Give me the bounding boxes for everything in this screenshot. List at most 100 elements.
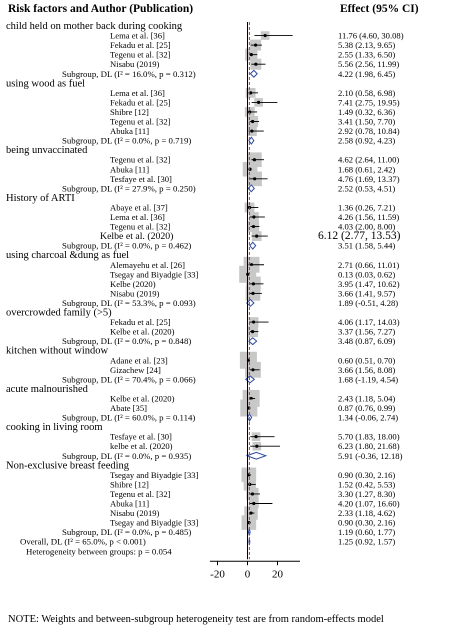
study-label: Lema et al. [36]	[110, 88, 165, 98]
study-label: Gizachew [24]	[110, 365, 161, 375]
point-estimate	[251, 368, 255, 372]
effect-value: 5.38 (2.13, 9.65)	[338, 40, 395, 50]
effect-value: 3.37 (1.56, 7.27)	[338, 327, 395, 337]
effect-value: 3.30 (1.27, 8.30)	[338, 489, 395, 499]
study-label: Fekadu et al. [25]	[110, 97, 171, 107]
point-estimate	[250, 492, 255, 496]
point-estimate	[251, 119, 255, 124]
effect-value: 4.62 (2.64, 11.00)	[338, 155, 399, 165]
effect-value: 7.41 (2.75, 19.95)	[338, 97, 400, 107]
effect-value: 4.06 (1.17, 14.03)	[338, 317, 400, 327]
effect-value: 5.70 (1.83, 18.00)	[338, 432, 400, 442]
study-label: Abaye et al. [37]	[110, 202, 168, 212]
study-label: Tegenu et al. [32]	[110, 222, 171, 232]
subgroup-label: Subgroup, DL (I² = 16.0%, p = 0.312)	[62, 69, 196, 79]
subgroup-label: Subgroup, DL (I² = 0.0%, p = 0.935)	[62, 451, 191, 461]
study-label: Abuka [11]	[110, 164, 149, 174]
pooled-diamond	[249, 241, 257, 250]
study-label: Adane et al. [23]	[110, 355, 168, 365]
subgroup-label: Subgroup, DL (I² = 0.0%, p = 0.719)	[62, 136, 191, 146]
effect-value: 1.52 (0.42, 5.53)	[338, 479, 395, 489]
effect-value: 4.76 (1.69, 13.37)	[338, 174, 400, 184]
study-label: Tesfaye et al. [30]	[110, 432, 172, 442]
effect-value: 2.71 (0.66, 11.01)	[338, 260, 399, 270]
point-estimate	[255, 444, 259, 448]
pooled-value: 2.58 (0.92, 4.23)	[338, 136, 395, 146]
group-label: History of ARTI	[6, 193, 75, 204]
pooled-diamond	[245, 451, 268, 460]
x-axis: -20 0 20	[210, 22, 300, 580]
point-estimate	[250, 330, 255, 334]
study-label: Abuka [11]	[110, 499, 149, 509]
subgroup-label: Subgroup, DL (I² = 0.0%, p = 0.462)	[62, 241, 191, 251]
point-estimate	[263, 33, 267, 38]
effect-value: 1.36 (0.26, 7.21)	[338, 202, 395, 212]
effect-value: 6.12 (2.77, 13.53)	[318, 230, 401, 242]
study-label: Tesfaye et al. [30]	[110, 174, 172, 184]
subgroup-label: Subgroup, DL (I² = 70.4%, p = 0.066)	[62, 374, 196, 384]
pooled-value: 1.19 (0.60, 1.77)	[338, 527, 395, 537]
pooled-value: 4.22 (1.98, 6.45)	[338, 69, 395, 79]
study-label: Alemayehu et al. [26]	[110, 260, 185, 270]
effect-value: 2.92 (0.78, 10.84)	[338, 126, 400, 136]
pooled-value: 1.25 (0.92, 1.57)	[338, 537, 395, 547]
effect-value: 2.10 (0.58, 6.98)	[338, 88, 395, 98]
study-label: Tsegay and Biyadgie [33]	[110, 470, 199, 480]
study-label: Kelbe (2020)	[110, 279, 156, 289]
point-estimate	[255, 234, 259, 238]
study-label: kelbe et al. (2020)	[110, 441, 173, 451]
point-estimate	[251, 291, 255, 295]
x-tick-label: 20	[272, 568, 284, 580]
x-tick-label: -20	[210, 568, 225, 580]
subgroup-label: Subgroup, DL (I² = 0.0%, p = 0.848)	[62, 336, 191, 346]
pooled-value: 1.89 (-0.51, 4.28)	[338, 298, 398, 308]
point-estimate	[249, 511, 253, 515]
group-label: being unvaccinated	[6, 145, 88, 156]
subgroup-label: Subgroup, DL (I² = 53.3%, p = 0.093)	[62, 298, 196, 308]
effect-value: 0.13 (0.03, 0.62)	[338, 269, 395, 279]
study-label: Fekadu et al. [25]	[110, 40, 171, 50]
footnote: NOTE: Weights and between-subgroup heter…	[8, 614, 384, 625]
effect-value: 1.49 (0.32, 6.36)	[338, 107, 395, 117]
effect-value: 3.95 (1.47, 10.62)	[338, 279, 400, 289]
study-label: Abuka [11]	[110, 126, 149, 136]
effect-value: 2.33 (1.18, 4.62)	[338, 508, 395, 518]
point-estimate	[252, 501, 256, 506]
effect-value: 3.41 (1.50, 7.70)	[338, 117, 395, 127]
point-estimate	[251, 224, 256, 229]
effect-value: 0.90 (0.30, 2.16)	[338, 470, 395, 480]
group-label: using wood as fuel	[6, 78, 85, 89]
effect-value: 11.76 (4.60, 30.08)	[338, 31, 404, 41]
study-label: Tegenu et al. [32]	[110, 50, 171, 60]
pooled-diamond	[248, 136, 255, 145]
forest-rows: child held on mother back during cooking…	[6, 21, 404, 556]
study-label: Nisabu (2019)	[110, 508, 160, 518]
group-label: cooking in living room	[6, 422, 103, 433]
effect-value: 6.23 (1.80, 21.68)	[338, 441, 400, 451]
overall-label: Overall, DL (I² = 65.0%, p < 0.001)	[20, 537, 146, 547]
pooled-value: 1.68 (-1.19, 4.54)	[338, 374, 398, 384]
group-label: overcrowded family (>5)	[6, 308, 112, 319]
pooled-diamond	[244, 375, 256, 384]
point-estimate	[249, 53, 253, 57]
study-label: Tegenu et al. [32]	[110, 117, 171, 127]
pooled-value: 3.51 (1.58, 5.44)	[338, 241, 395, 251]
point-estimate	[250, 129, 254, 133]
group-label: Non-exclusive breast feeding	[6, 460, 130, 471]
effect-value: 5.56 (2.56, 11.99)	[338, 59, 399, 69]
heterogeneity-label: Heterogeneity between groups: p = 0.054	[26, 546, 172, 556]
point-estimate	[251, 320, 256, 324]
point-estimate	[254, 435, 258, 439]
pooled-diamond	[249, 69, 258, 78]
pooled-value: 1.34 (-0.06, 2.74)	[338, 413, 398, 423]
pooled-value: 2.52 (0.53, 4.51)	[338, 183, 395, 193]
study-label: Fekadu et al. [25]	[110, 317, 171, 327]
effect-value: 0.90 (0.30, 2.16)	[338, 518, 395, 528]
effect-value: 2.43 (1.18, 5.04)	[338, 393, 395, 403]
point-estimate	[251, 282, 256, 286]
effect-value: 3.66 (1.56, 8.08)	[338, 365, 395, 375]
point-estimate	[253, 43, 258, 47]
effect-value: 4.20 (1.07, 16.60)	[338, 499, 400, 509]
study-label: Tsegay and Biyadgie [33]	[110, 269, 199, 279]
effect-value: 2.55 (1.33, 6.50)	[338, 50, 395, 60]
